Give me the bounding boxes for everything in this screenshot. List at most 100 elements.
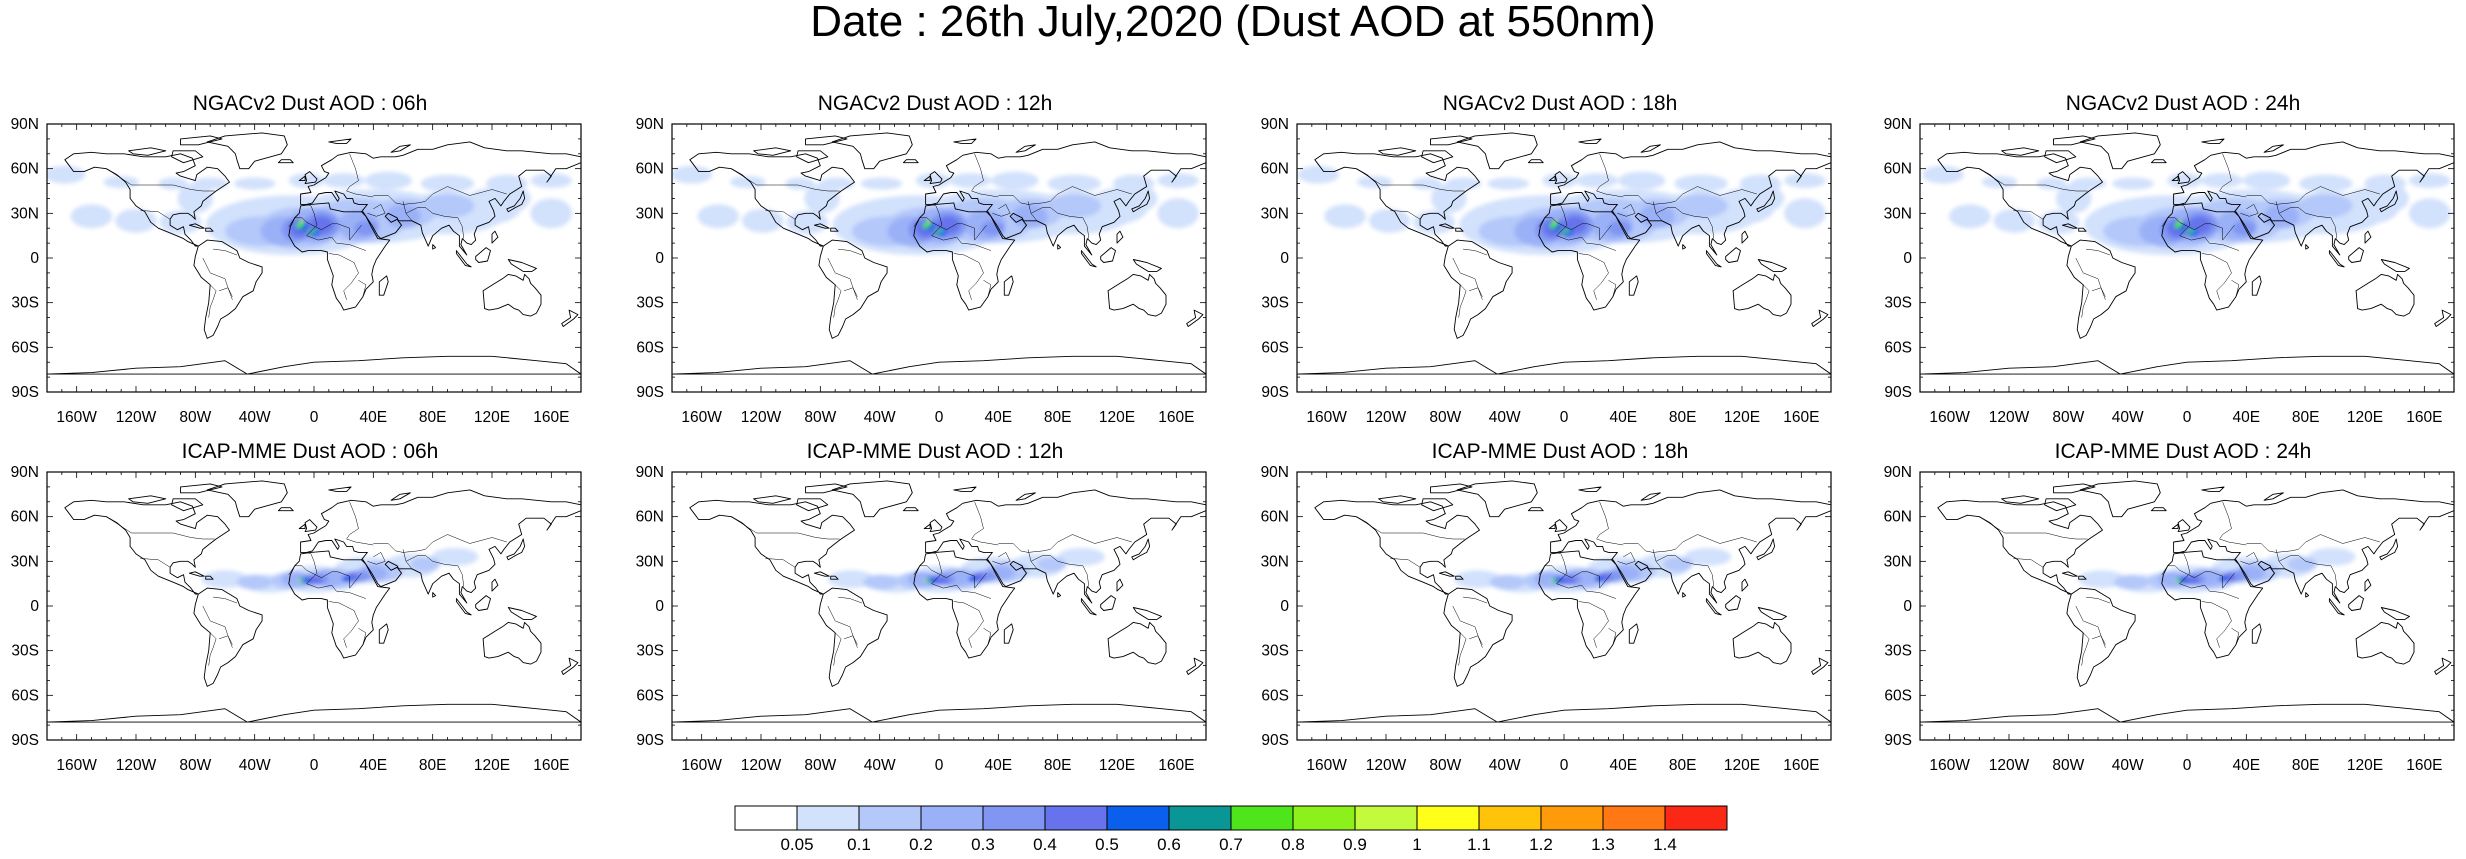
coastline xyxy=(925,489,1206,604)
coastlines xyxy=(1920,132,2454,375)
lat-tick-label: 90S xyxy=(11,384,39,401)
coastline xyxy=(813,571,830,577)
dust-aod-contour xyxy=(47,165,86,184)
lon-tick-label: 40E xyxy=(1610,409,1638,426)
dust-aod-contour xyxy=(420,194,475,218)
country-border xyxy=(983,280,992,297)
coastline xyxy=(2001,495,2040,504)
country-border xyxy=(1623,534,1757,553)
panel-title: NGACv2 Dust AOD : 18h xyxy=(1442,92,1678,115)
lon-tick-label: 160W xyxy=(681,757,722,774)
dust-aod-contour xyxy=(1431,183,1467,214)
lon-tick-label: 40W xyxy=(864,757,896,774)
dust-aod-contour xyxy=(1922,165,1964,184)
lon-tick-label: 0 xyxy=(2183,409,2192,426)
country-border xyxy=(971,501,999,546)
country-border xyxy=(731,516,840,540)
dust-aod-contour xyxy=(1565,229,1570,233)
dust-aod-contour xyxy=(1784,198,1826,229)
dust-aod-contour xyxy=(2175,579,2178,582)
dust-aod-contour xyxy=(201,570,249,589)
lon-tick-label: 160E xyxy=(1783,409,1819,426)
dust-aod-contour xyxy=(1324,204,1366,229)
lat-tick-label: 0 xyxy=(1280,598,1289,615)
dust-aod-contour xyxy=(1542,173,1578,188)
country-border xyxy=(346,501,374,546)
lon-tick-label: 120W xyxy=(116,757,157,774)
colorbar-swatch xyxy=(1106,805,1170,831)
coastline xyxy=(1456,132,1538,170)
lat-tick-label: 0 xyxy=(1903,250,1912,267)
dust-aod-contour xyxy=(1089,188,1149,224)
coastline xyxy=(1186,309,1204,327)
colorbar-swatch xyxy=(1292,805,1356,831)
colorbar-label: 0.05 xyxy=(780,835,813,854)
coastline xyxy=(1937,151,2103,247)
lat-tick-label: 30N xyxy=(1884,553,1912,570)
lon-tick-label: 120E xyxy=(474,409,510,426)
country-border xyxy=(2246,534,2380,553)
coastline xyxy=(390,492,411,501)
map-svg: 90N 60N 30N 0 30S 60S 90S 160W 120W 80W 40W 0 40E 80E… xyxy=(11,116,582,426)
dust-aod-contour xyxy=(2078,570,2126,589)
country-border xyxy=(2081,632,2090,666)
country-border xyxy=(288,217,362,241)
country-border xyxy=(367,552,386,565)
dust-aod-contour xyxy=(2408,198,2451,229)
lat-tick-label: 90S xyxy=(636,732,664,749)
map-svg: 90N 60N 30N 0 30S 60S 90S 160W 120W 80W 40W 0 40E 80E… xyxy=(1884,464,2455,774)
country-border xyxy=(106,168,215,192)
coastline xyxy=(1100,247,1116,263)
coastline xyxy=(818,587,888,687)
dust-aod-contour xyxy=(991,171,1039,190)
coastline xyxy=(2201,486,2225,492)
dust-aod-contour xyxy=(2186,230,2190,233)
country-border xyxy=(992,552,1011,565)
map-svg: 90N 60N 30N 0 30S 60S 90S 160W 120W 80W 40W 0 40E 80E… xyxy=(636,116,1207,426)
country-border xyxy=(328,601,359,648)
coastline xyxy=(180,135,223,146)
coastline xyxy=(2263,144,2284,153)
coastline xyxy=(2066,587,2136,687)
dust-aod-contour xyxy=(2113,574,2150,590)
coastline xyxy=(753,495,792,504)
lon-tick-label: 120W xyxy=(741,757,782,774)
coastline xyxy=(2078,227,2087,232)
lon-tick-label: 40E xyxy=(2233,757,2261,774)
coastlines xyxy=(1297,480,1831,723)
lon-tick-label: 80E xyxy=(1669,757,1697,774)
country-border xyxy=(931,552,991,599)
coastline xyxy=(689,499,855,595)
country-border xyxy=(827,257,858,297)
panel-title: NGACv2 Dust AOD : 12h xyxy=(817,92,1053,115)
country-border xyxy=(2231,280,2240,297)
lat-tick-label: 60S xyxy=(11,687,39,704)
coastline xyxy=(818,239,888,339)
lat-tick-label: 30S xyxy=(636,295,664,312)
coastline xyxy=(1756,538,1776,561)
lat-tick-label: 60N xyxy=(1261,161,1289,178)
dust-aod-contour xyxy=(2340,188,2400,224)
country-border xyxy=(765,210,796,220)
coastline xyxy=(2263,492,2284,501)
coastline xyxy=(1186,657,1204,675)
coastline xyxy=(913,202,1016,311)
coastline xyxy=(2061,571,2078,577)
dust-aod-contour xyxy=(298,579,301,582)
coastline xyxy=(491,230,499,244)
coastline xyxy=(475,247,491,263)
lat-tick-label: 90N xyxy=(636,464,664,481)
coastline xyxy=(913,550,1016,659)
dust-aod-contour xyxy=(302,577,312,584)
coastline xyxy=(2305,244,2310,250)
dust-aod-contour xyxy=(354,220,378,236)
country-border xyxy=(2013,210,2044,220)
map-panel-ngac-6h: NGACv2 Dust AOD : 06h 90N 60N 30N 0 30S 60S 90S… xyxy=(0,92,620,432)
coastline xyxy=(378,623,389,644)
panel-title: ICAP-MME Dust AOD : 24h xyxy=(2054,440,2312,463)
dust-aod-contour xyxy=(863,574,899,590)
lon-tick-label: 120W xyxy=(741,409,782,426)
coastline xyxy=(805,135,848,146)
country-border xyxy=(2278,555,2338,587)
country-border xyxy=(2161,217,2235,241)
